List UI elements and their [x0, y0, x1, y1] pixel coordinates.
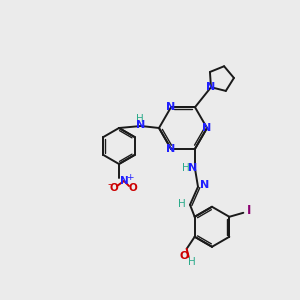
Text: -: -: [107, 179, 111, 189]
Text: H: H: [182, 163, 190, 173]
Text: N: N: [200, 180, 210, 190]
Text: N: N: [167, 102, 176, 112]
Text: N: N: [202, 123, 211, 133]
Text: +: +: [126, 173, 134, 182]
Text: N: N: [136, 120, 146, 130]
Text: O: O: [129, 183, 137, 193]
Text: N: N: [206, 82, 216, 92]
Text: O: O: [180, 251, 189, 261]
Text: H: H: [136, 114, 144, 124]
Text: H: H: [178, 199, 186, 209]
Text: O: O: [110, 183, 118, 193]
Text: I: I: [247, 204, 251, 217]
Text: H: H: [188, 257, 196, 267]
Text: N: N: [167, 144, 176, 154]
Text: N: N: [188, 163, 198, 173]
Text: N: N: [120, 176, 128, 186]
